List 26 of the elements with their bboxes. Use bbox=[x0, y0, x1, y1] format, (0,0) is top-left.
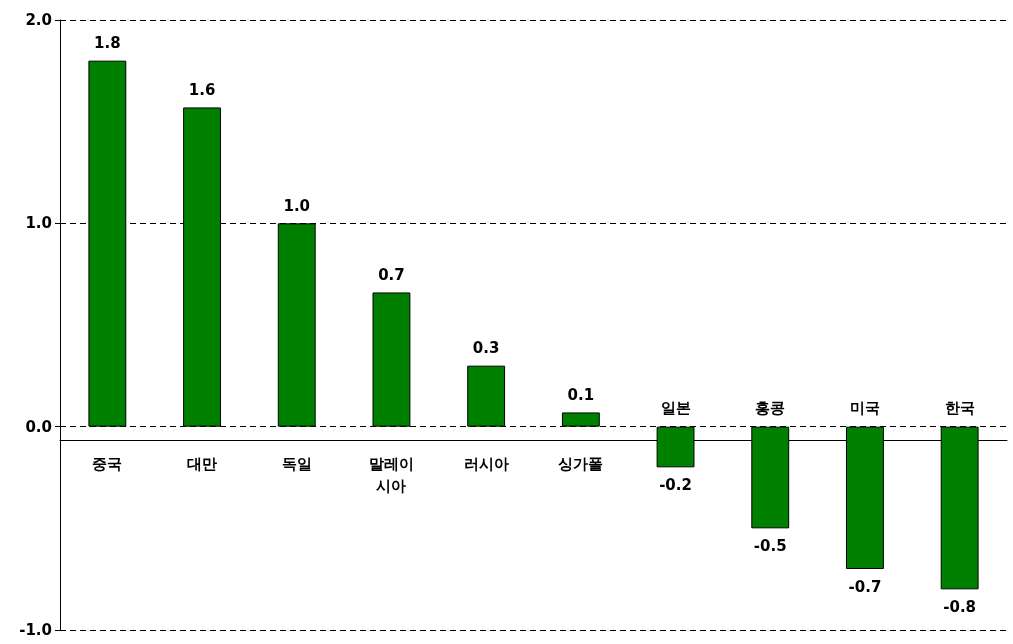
x-tick-label: 중국 bbox=[92, 454, 123, 473]
x-tick-label: 대만 bbox=[187, 454, 218, 473]
x-tick-label: 러시아 bbox=[463, 454, 509, 473]
data-label: 1.8 bbox=[94, 34, 121, 53]
data-label: -0.8 bbox=[943, 597, 977, 616]
x-tick-label: 싱가폴 bbox=[558, 454, 604, 473]
y-tick-label: 0.0 bbox=[25, 417, 52, 436]
data-label: -0.7 bbox=[848, 577, 882, 596]
data-label: 1.0 bbox=[283, 196, 311, 215]
y-tick-label: -1.0 bbox=[19, 621, 52, 639]
x-tick-label: 독일 bbox=[281, 454, 312, 473]
data-label: -0.5 bbox=[753, 536, 787, 555]
x-tick-label: 한국 bbox=[944, 398, 975, 417]
data-label: -0.2 bbox=[659, 475, 692, 494]
x-tick-label: 말레이시아 bbox=[368, 454, 414, 495]
bar bbox=[277, 223, 316, 427]
data-label: 1.6 bbox=[188, 80, 216, 99]
x-tick-label: 일본 bbox=[660, 398, 691, 417]
data-label: 0.1 bbox=[567, 385, 595, 404]
x-tick-label: 홍콩 bbox=[755, 398, 786, 417]
data-label: 0.3 bbox=[472, 339, 500, 358]
x-tick-label: 미국 bbox=[849, 398, 880, 417]
data-label: 0.7 bbox=[378, 265, 405, 284]
y-tick-label: 1.0 bbox=[25, 214, 52, 233]
y-tick-label: 2.0 bbox=[25, 11, 52, 29]
bar bbox=[88, 60, 127, 427]
